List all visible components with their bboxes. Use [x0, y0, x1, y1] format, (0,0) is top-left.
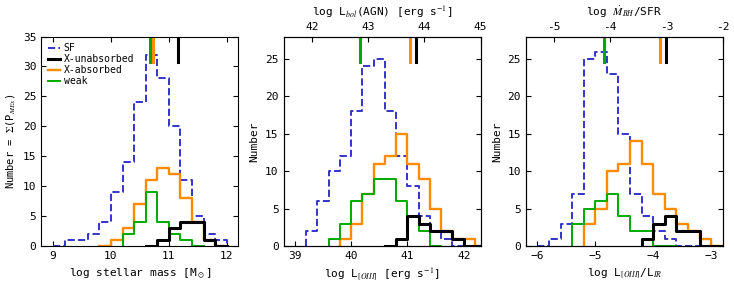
Legend: SF, X-unabsorbed, X-absorbed, weak: SF, X-unabsorbed, X-absorbed, weak	[46, 41, 137, 88]
X-axis label: log L$_{bol}$(AGN) [erg s$^{-1}$]: log L$_{bol}$(AGN) [erg s$^{-1}$]	[312, 5, 452, 20]
X-axis label: log $\dot{M}_{BH}$/SFR: log $\dot{M}_{BH}$/SFR	[586, 5, 662, 20]
Y-axis label: Number: Number	[492, 121, 502, 162]
X-axis label: log L$_{[OIII]}$ [erg s$^{-1}$]: log L$_{[OIII]}$ [erg s$^{-1}$]	[324, 266, 440, 281]
Y-axis label: Number: Number	[250, 121, 260, 162]
X-axis label: log L$_{[OIII]}$/L$_{IR}$: log L$_{[OIII]}$/L$_{IR}$	[586, 266, 662, 280]
X-axis label: log stellar mass [M$_\odot$]: log stellar mass [M$_\odot$]	[69, 266, 211, 281]
Y-axis label: Number = $\Sigma$(P$_{MEx}$): Number = $\Sigma$(P$_{MEx}$)	[4, 94, 18, 189]
